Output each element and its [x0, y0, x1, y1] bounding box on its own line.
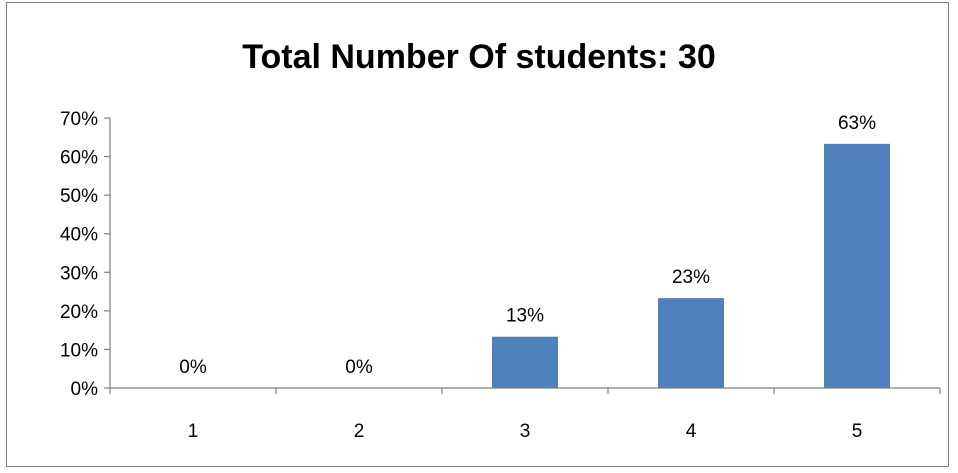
y-tick-label: 50%: [60, 186, 98, 207]
x-tick-label: 4: [686, 421, 697, 442]
x-axis-ticks: 1 2 3 4 5: [109, 388, 941, 442]
y-axis-ticks: 0% 10% 20% 30% 40% 50% 60% 70%: [60, 109, 110, 400]
chart-area: [6, 2, 949, 467]
bar: [824, 143, 890, 388]
y-tick-label: 60%: [60, 148, 98, 169]
x-tick-label: 1: [188, 421, 199, 442]
data-label: 13%: [506, 306, 544, 327]
data-label: 0%: [345, 357, 373, 378]
data-labels-group: 0% 0% 13% 23% 63%: [179, 113, 876, 378]
y-tick-label: 0%: [71, 379, 99, 400]
bar: [492, 336, 558, 388]
y-tick-label: 30%: [60, 263, 98, 284]
data-label: 23%: [672, 267, 710, 288]
bar: [658, 298, 724, 388]
y-tick-label: 10%: [60, 340, 98, 361]
chart-title: Total Number Of students: 30: [242, 38, 716, 76]
data-label: 63%: [838, 113, 876, 134]
x-tick-label: 2: [354, 421, 365, 442]
y-tick-label: 40%: [60, 225, 98, 246]
x-tick-label: 3: [520, 421, 531, 442]
x-tick-label: 5: [852, 421, 863, 442]
bars-group: [492, 143, 890, 388]
y-tick-label: 20%: [60, 302, 98, 323]
y-tick-label: 70%: [60, 109, 98, 130]
data-label: 0%: [179, 357, 207, 378]
